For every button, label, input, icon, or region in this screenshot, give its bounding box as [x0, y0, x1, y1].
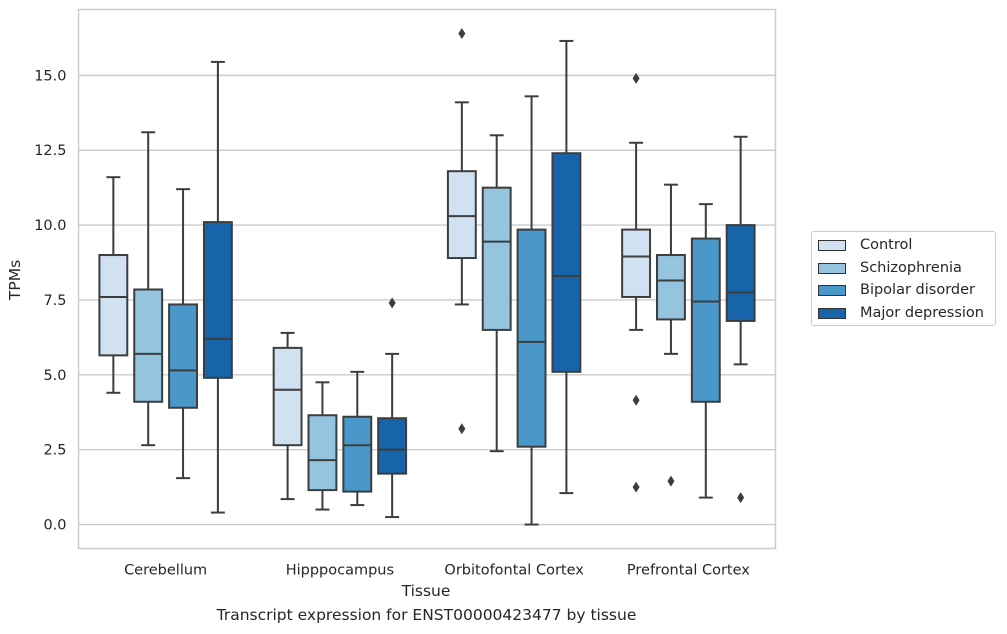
outlier-point [632, 394, 640, 406]
outlier-point [667, 475, 675, 487]
legend-swatch-control [818, 239, 846, 251]
box-schizophrenia-orbitofontal-cortex [481, 134, 512, 453]
legend-label-control: Control [860, 237, 913, 253]
x-axis-label: Tissue [401, 582, 451, 600]
outlier-point [458, 27, 466, 39]
box-body [133, 288, 164, 403]
legend-item-bipolar-disorder: Bipolar disorder [818, 281, 975, 299]
box-control-cerebellum [98, 176, 129, 394]
box-bipolar-disorder-prefrontal-cortex [690, 203, 721, 499]
y-tick-label: 10.0 [34, 218, 66, 234]
y-axis-label: TPMs [6, 260, 24, 301]
y-tick-label: 5.0 [43, 368, 66, 384]
legend-label-schizophrenia: Schizophrenia [860, 260, 962, 276]
legend: Control Schizophrenia Bipolar disorder M… [811, 231, 996, 326]
outlier-point [458, 423, 466, 435]
x-tick-labels: Cerebellum Hipppocampus Orbitofontal Corte… [124, 563, 750, 579]
box-body [342, 415, 373, 493]
outlier-point [632, 72, 640, 84]
x-tick-label: Cerebellum [124, 563, 207, 579]
box-body [481, 186, 512, 331]
box-major-depression-hipppocampus [377, 297, 408, 519]
box-body [516, 228, 547, 448]
box-body [98, 254, 129, 357]
legend-item-major-depression: Major depression [818, 304, 984, 322]
legend-swatch-major-depression [818, 307, 846, 319]
box-major-depression-cerebellum [202, 60, 233, 514]
chart-caption: Transcript expression for ENST0000042347… [216, 606, 637, 624]
box-body [168, 303, 198, 409]
box-bipolar-disorder-hipppocampus [342, 370, 373, 507]
boxes [98, 27, 756, 526]
box-body [307, 414, 338, 492]
outlier-point [632, 481, 640, 493]
x-tick-label: Hipppocampus [286, 563, 394, 579]
y-tick-labels: 0.0 2.5 5.0 7.5 10.0 12.5 15.0 [34, 68, 66, 533]
legend-label-major-depression: Major depression [860, 305, 984, 321]
gridlines [78, 74, 776, 526]
x-tick-label: Orbitofontal Cortex [444, 563, 584, 579]
box-body [202, 221, 233, 379]
box-control-prefrontal-cortex [621, 72, 652, 493]
box-body [377, 417, 408, 475]
box-body [690, 237, 721, 403]
legend-swatch-bipolar-disorder [818, 284, 846, 296]
box-schizophrenia-hipppocampus [307, 381, 338, 511]
box-bipolar-disorder-cerebellum [168, 188, 198, 480]
y-tick-label: 0.0 [43, 518, 66, 534]
box-body [446, 170, 477, 260]
box-schizophrenia-prefrontal-cortex [656, 183, 686, 487]
box-body [656, 254, 686, 321]
y-tick-label: 15.0 [34, 68, 66, 84]
box-schizophrenia-cerebellum [133, 131, 164, 447]
legend-swatch-schizophrenia [818, 262, 846, 274]
x-tick-label: Prefrontal Cortex [627, 563, 750, 579]
box-body [551, 152, 582, 373]
legend-item-schizophrenia: Schizophrenia [818, 259, 962, 277]
box-body [272, 346, 303, 447]
box-bipolar-disorder-orbitofontal-cortex [516, 95, 547, 526]
box-body [725, 224, 756, 322]
y-tick-label: 2.5 [43, 443, 66, 459]
outlier-point [388, 297, 396, 309]
box-control-orbitofontal-cortex [446, 27, 477, 435]
box-major-depression-orbitofontal-cortex [551, 39, 582, 495]
box-control-hipppocampus [272, 331, 303, 501]
legend-item-control: Control [818, 236, 912, 254]
y-tick-label: 12.5 [34, 143, 66, 159]
y-tick-label: 7.5 [43, 293, 66, 309]
legend-label-bipolar-disorder: Bipolar disorder [860, 282, 975, 298]
box-body [621, 228, 652, 298]
outlier-point [737, 492, 745, 504]
box-major-depression-prefrontal-cortex [725, 135, 756, 504]
